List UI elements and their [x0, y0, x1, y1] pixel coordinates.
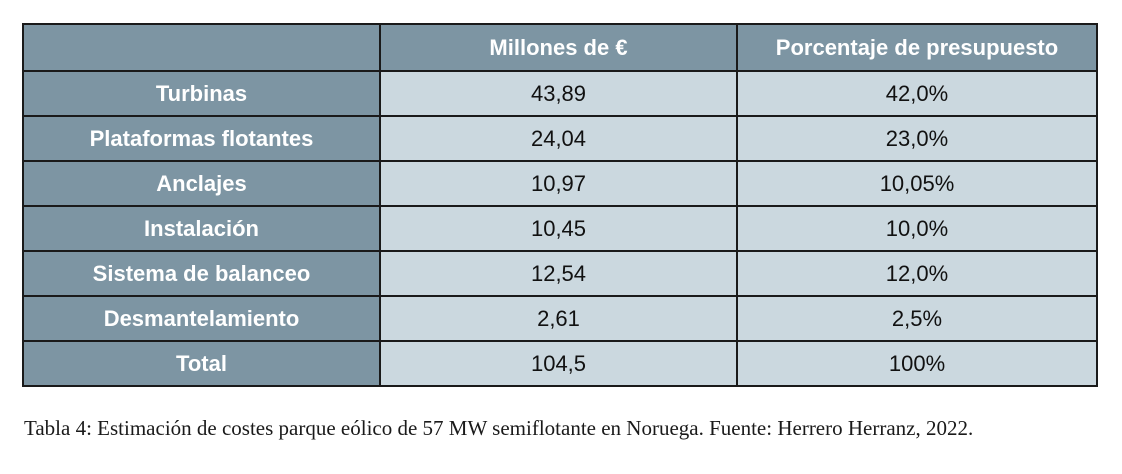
row-millones: 10,45: [379, 205, 738, 252]
row-porcentaje: 2,5%: [736, 295, 1098, 342]
row-label: Turbinas: [22, 70, 381, 117]
row-porcentaje: 23,0%: [736, 115, 1098, 162]
table-total-row: Total 104,5 100%: [22, 340, 1098, 387]
row-millones: 12,54: [379, 250, 738, 297]
row-label: Total: [22, 340, 381, 387]
row-porcentaje: 10,05%: [736, 160, 1098, 207]
row-label: Plataformas flotantes: [22, 115, 381, 162]
row-millones: 10,97: [379, 160, 738, 207]
row-label: Anclajes: [22, 160, 381, 207]
row-porcentaje: 12,0%: [736, 250, 1098, 297]
table-row: Turbinas 43,89 42,0%: [22, 70, 1098, 117]
row-porcentaje: 10,0%: [736, 205, 1098, 252]
table-row: Sistema de balanceo 12,54 12,0%: [22, 250, 1098, 297]
row-label: Sistema de balanceo: [22, 250, 381, 297]
header-empty-cell: [22, 23, 381, 72]
row-millones: 2,61: [379, 295, 738, 342]
row-label: Desmantelamiento: [22, 295, 381, 342]
table-row: Anclajes 10,97 10,05%: [22, 160, 1098, 207]
row-porcentaje: 42,0%: [736, 70, 1098, 117]
table-row: Plataformas flotantes 24,04 23,0%: [22, 115, 1098, 162]
header-porcentaje: Porcentaje de presupuesto: [736, 23, 1098, 72]
table-row: Instalación 10,45 10,0%: [22, 205, 1098, 252]
row-millones: 104,5: [379, 340, 738, 387]
row-porcentaje: 100%: [736, 340, 1098, 387]
row-millones: 43,89: [379, 70, 738, 117]
row-millones: 24,04: [379, 115, 738, 162]
cost-table: Millones de € Porcentaje de presupuesto …: [22, 23, 1098, 387]
cost-table-container: Millones de € Porcentaje de presupuesto …: [22, 23, 1098, 387]
header-millones: Millones de €: [379, 23, 738, 72]
table-header-row: Millones de € Porcentaje de presupuesto: [22, 23, 1098, 72]
table-row: Desmantelamiento 2,61 2,5%: [22, 295, 1098, 342]
table-caption: Tabla 4: Estimación de costes parque eól…: [24, 416, 974, 440]
row-label: Instalación: [22, 205, 381, 252]
